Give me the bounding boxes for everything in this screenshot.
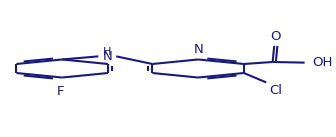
Text: Cl: Cl — [269, 84, 283, 97]
Text: N: N — [193, 43, 203, 56]
Text: H: H — [103, 47, 112, 57]
Text: F: F — [57, 85, 64, 98]
Text: OH: OH — [312, 56, 333, 69]
Text: O: O — [270, 30, 281, 43]
Text: N: N — [102, 50, 112, 63]
